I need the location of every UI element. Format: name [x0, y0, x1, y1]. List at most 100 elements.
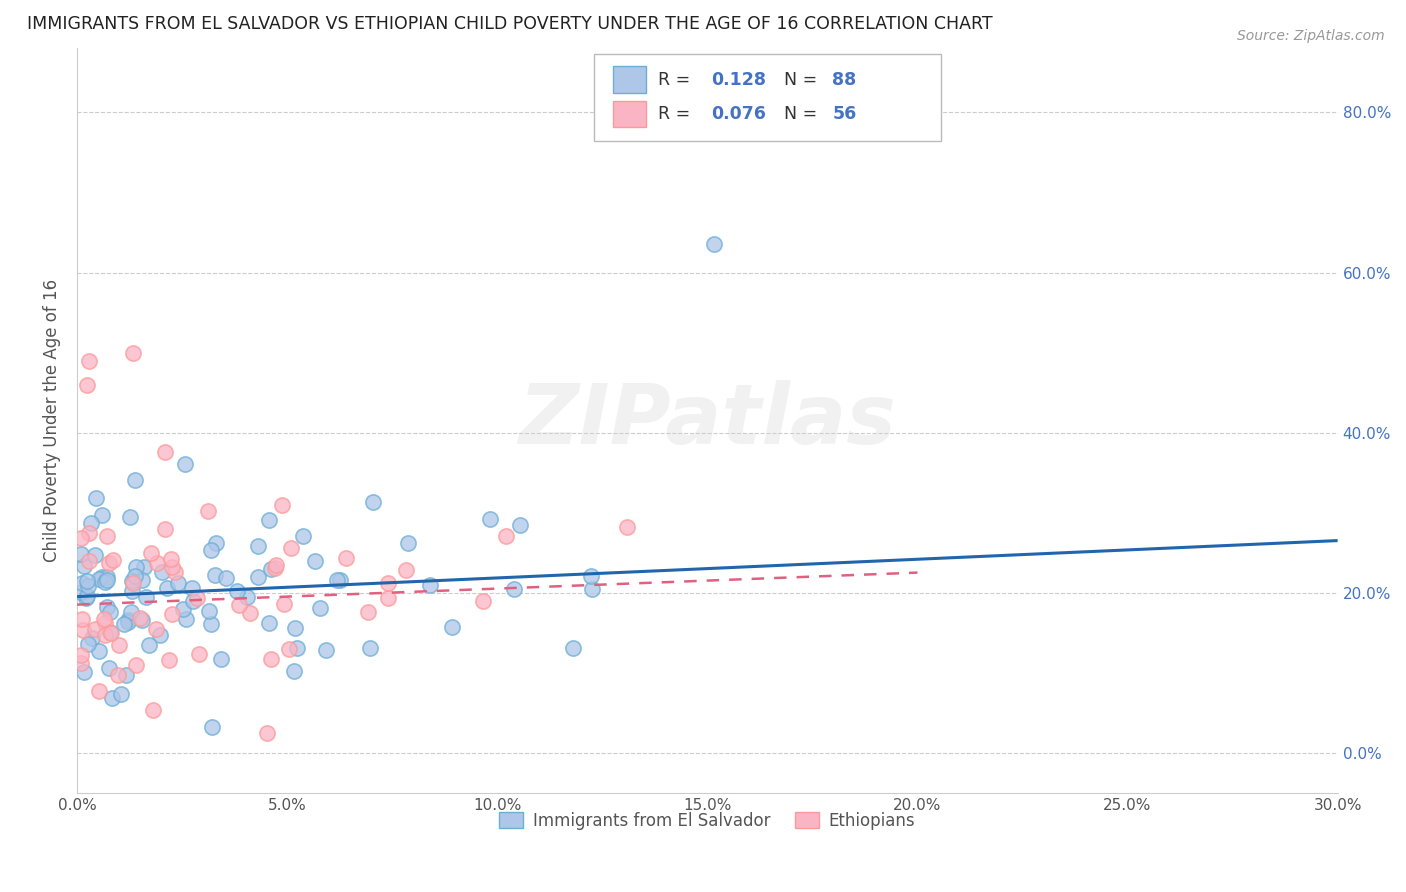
Point: [181, 581, 204, 595]
Text: N =: N =: [785, 70, 823, 88]
Point: [396, 535, 419, 549]
Point: [153, 444, 176, 458]
Point: [160, 607, 183, 621]
Point: [139, 546, 162, 560]
Point: [616, 520, 638, 534]
Point: [581, 582, 603, 597]
Point: [198, 604, 221, 618]
Point: [292, 529, 315, 543]
Point: [377, 576, 399, 591]
Point: [157, 653, 180, 667]
Point: [278, 641, 301, 656]
Point: [84, 548, 107, 562]
Point: [131, 573, 153, 587]
Point: [440, 620, 463, 634]
Point: [84, 491, 107, 505]
Point: [110, 688, 132, 702]
Point: [89, 644, 111, 658]
Text: 0.128: 0.128: [711, 70, 766, 88]
Point: [73, 665, 96, 680]
Point: [259, 616, 281, 631]
Point: [495, 529, 517, 543]
Text: N =: N =: [785, 105, 823, 123]
Point: [285, 640, 308, 655]
Point: [361, 495, 384, 509]
Point: [160, 560, 183, 574]
Point: [121, 575, 143, 590]
Point: [172, 602, 194, 616]
Point: [96, 570, 118, 584]
Point: [228, 598, 250, 612]
Legend: Immigrants from El Salvador, Ethiopians: Immigrants from El Salvador, Ethiopians: [494, 805, 922, 837]
Point: [91, 570, 114, 584]
Point: [112, 617, 135, 632]
Text: 0.076: 0.076: [711, 105, 766, 123]
Point: [135, 591, 157, 605]
Point: [124, 569, 146, 583]
Point: [152, 565, 174, 579]
Point: [256, 725, 278, 739]
Point: [200, 542, 222, 557]
Point: [201, 720, 224, 734]
Point: [120, 605, 142, 619]
Point: [561, 641, 583, 656]
Point: [84, 622, 107, 636]
Text: 88: 88: [832, 70, 856, 88]
Point: [117, 614, 139, 628]
Point: [89, 572, 111, 586]
Point: [204, 568, 226, 582]
Point: [225, 583, 247, 598]
Point: [77, 580, 100, 594]
Point: [273, 597, 295, 611]
Point: [359, 640, 381, 655]
Point: [73, 558, 96, 573]
Point: [309, 600, 332, 615]
Point: [93, 574, 115, 589]
Y-axis label: Child Poverty Under the Age of 16: Child Poverty Under the Age of 16: [44, 279, 60, 562]
Point: [93, 612, 115, 626]
Point: [166, 576, 188, 591]
Point: [176, 612, 198, 626]
Point: [329, 573, 352, 587]
Point: [156, 581, 179, 595]
Point: [94, 628, 117, 642]
Point: [197, 504, 219, 518]
Point: [315, 642, 337, 657]
FancyBboxPatch shape: [593, 54, 941, 142]
Point: [579, 568, 602, 582]
Point: [257, 513, 280, 527]
Text: 56: 56: [832, 105, 856, 123]
Point: [183, 594, 205, 608]
Point: [284, 621, 307, 635]
Point: [271, 498, 294, 512]
Point: [124, 473, 146, 487]
Point: [134, 560, 156, 574]
Point: [472, 594, 495, 608]
Point: [205, 536, 228, 550]
Point: [120, 510, 142, 524]
Point: [72, 624, 94, 638]
Point: [266, 558, 288, 572]
Text: ZIPatlas: ZIPatlas: [519, 380, 896, 461]
Point: [77, 353, 100, 368]
Point: [200, 617, 222, 632]
Point: [165, 565, 187, 579]
Bar: [613, 101, 645, 128]
Point: [138, 638, 160, 652]
Point: [357, 605, 380, 619]
Point: [503, 582, 526, 597]
Point: [260, 562, 283, 576]
Point: [128, 611, 150, 625]
Point: [125, 559, 148, 574]
Point: [153, 522, 176, 536]
Point: [80, 516, 103, 530]
Point: [96, 573, 118, 587]
Point: [247, 539, 270, 553]
Point: [70, 656, 93, 670]
Point: [76, 589, 98, 603]
Point: [125, 657, 148, 672]
Point: [117, 615, 139, 629]
Point: [335, 550, 357, 565]
Point: [478, 512, 501, 526]
Point: [91, 508, 114, 523]
